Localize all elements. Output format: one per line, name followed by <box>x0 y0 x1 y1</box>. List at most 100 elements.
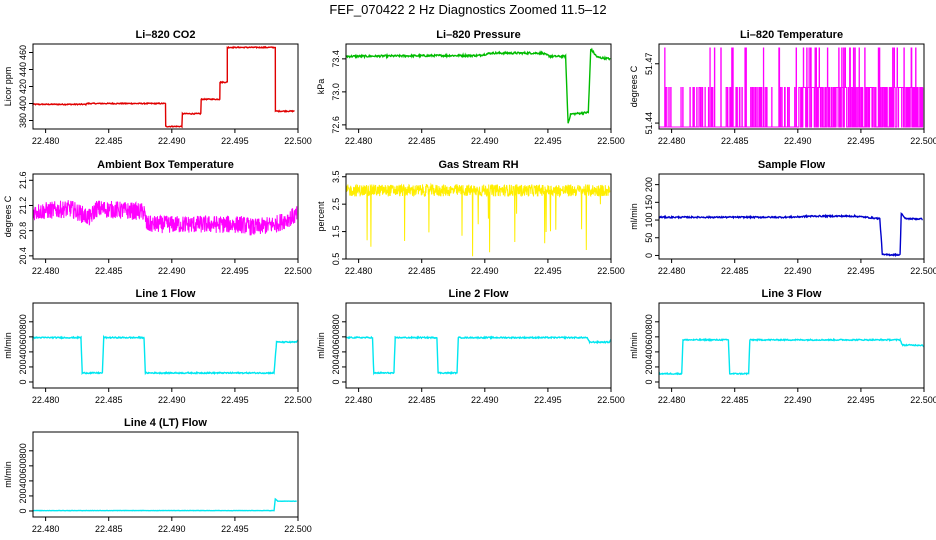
x-tick-label: 22.485 <box>95 136 123 146</box>
x-tick-label: 22.500 <box>597 266 625 276</box>
x-tick-label: 22.480 <box>345 266 373 276</box>
x-tick-label: 22.485 <box>95 524 123 534</box>
y-tick-label: 50 <box>644 233 654 243</box>
x-tick-label: 22.490 <box>158 136 186 146</box>
x-tick-label: 22.495 <box>221 395 249 405</box>
y-tick-label: 51.47 <box>644 53 654 76</box>
plot-frame <box>658 173 925 260</box>
series-line <box>658 211 923 258</box>
y-tick-label: 0 <box>18 379 28 384</box>
y-tick-label: 2.5 <box>331 198 341 211</box>
x-tick-label: 22.490 <box>471 136 499 146</box>
y-tick-label: 73.4 <box>331 50 341 68</box>
series-line <box>345 182 611 257</box>
y-tick-label: 380 <box>18 113 28 128</box>
y-tick-label: 440 <box>18 62 28 77</box>
panel-title: Li–820 Pressure <box>436 29 520 41</box>
y-tick-label: 0.5 <box>331 253 341 266</box>
y-tick-label: 200 <box>18 359 28 374</box>
y-axis-label: ml/min <box>629 203 639 230</box>
x-tick-label: 22.500 <box>284 266 312 276</box>
x-tick-label: 22.485 <box>95 395 123 405</box>
main-title: FEF_070422 2 Hz Diagnostics Zoomed 11.5–… <box>329 2 607 17</box>
x-tick-label: 22.485 <box>408 136 436 146</box>
y-tick-label: 400 <box>18 96 28 111</box>
x-tick-label: 22.495 <box>221 136 249 146</box>
plot-frame <box>345 302 612 389</box>
y-tick-label: 400 <box>18 473 28 488</box>
panel-title: Line 3 Flow <box>762 288 822 300</box>
series-line <box>32 45 295 129</box>
panel-5: Gas Stream RH 22.480 22.485 22.490 22.495 22.… <box>316 159 625 276</box>
series-line <box>345 335 611 376</box>
y-axis-label: ml/min <box>3 332 13 359</box>
x-tick-label: 22.485 <box>408 266 436 276</box>
panel-2: Li–820 Pressure 22.480 22.485 22.490 22.495 2… <box>316 29 625 146</box>
y-tick-label: 0 <box>644 379 654 384</box>
y-tick-label: 200 <box>644 359 654 374</box>
x-tick-label: 22.495 <box>534 395 562 405</box>
x-tick-label: 22.480 <box>345 395 373 405</box>
x-tick-label: 22.490 <box>471 395 499 405</box>
series-line <box>32 497 297 512</box>
y-tick-label: 400 <box>331 344 341 359</box>
plot-frame <box>32 302 299 389</box>
y-tick-label: 600 <box>331 329 341 344</box>
x-tick-label: 22.480 <box>345 136 373 146</box>
panel-3: Li–820 Temperature 22.480 22.485 22.490 22.4… <box>629 29 936 146</box>
x-tick-label: 22.495 <box>534 136 562 146</box>
series-line <box>658 337 924 376</box>
y-tick-label: 200 <box>644 177 654 192</box>
series-line <box>32 200 298 236</box>
x-tick-label: 22.500 <box>284 395 312 405</box>
plot-frame <box>32 431 299 518</box>
panel-4: Ambient Box Temperature 22.480 22.485 22.49… <box>3 159 312 276</box>
x-tick-label: 22.485 <box>721 136 749 146</box>
y-axis-label: Licor ppm <box>3 67 13 107</box>
x-tick-label: 22.500 <box>910 136 936 146</box>
y-tick-label: 3.5 <box>331 170 341 183</box>
y-tick-label: 21.6 <box>18 172 28 190</box>
plot-frame <box>345 173 612 260</box>
x-tick-label: 22.490 <box>158 395 186 405</box>
x-tick-label: 22.495 <box>847 266 875 276</box>
y-tick-label: 21.2 <box>18 197 28 215</box>
panel-title: Ambient Box Temperature <box>97 159 234 171</box>
panel-title: Line 1 Flow <box>136 288 196 300</box>
y-axis-label: ml/min <box>316 332 326 359</box>
x-tick-label: 22.500 <box>597 395 625 405</box>
y-tick-label: 600 <box>18 329 28 344</box>
y-axis-label: percent <box>316 201 326 232</box>
panel-8: Line 2 Flow 22.480 22.485 22.490 22.495 22.50… <box>316 288 625 405</box>
y-tick-label: 420 <box>18 79 28 94</box>
y-axis-label: kPa <box>316 79 326 95</box>
plot-frame <box>345 43 612 130</box>
x-tick-label: 22.495 <box>221 266 249 276</box>
panel-10: Line 4 (LT) Flow 22.480 22.485 22.490 22.495… <box>3 417 312 534</box>
y-tick-label: 800 <box>644 314 654 329</box>
y-tick-label: 0 <box>644 253 654 258</box>
x-tick-label: 22.495 <box>847 395 875 405</box>
x-tick-label: 22.480 <box>32 266 60 276</box>
panel-7: Line 1 Flow 22.480 22.485 22.490 22.495 22.50… <box>3 288 312 405</box>
panel-title: Sample Flow <box>758 159 826 171</box>
y-tick-label: 800 <box>18 443 28 458</box>
x-tick-label: 22.490 <box>471 266 499 276</box>
series-line <box>32 334 298 376</box>
x-tick-label: 22.495 <box>534 266 562 276</box>
y-tick-label: 460 <box>18 45 28 60</box>
x-tick-label: 22.500 <box>910 266 936 276</box>
x-tick-label: 22.485 <box>408 395 436 405</box>
y-tick-label: 600 <box>644 329 654 344</box>
y-tick-label: 600 <box>18 458 28 473</box>
panel-title: Li–820 Temperature <box>740 29 843 41</box>
panel-6: Sample Flow 22.480 22.485 22.490 22.495 22.50… <box>629 159 936 276</box>
y-tick-label: 200 <box>331 359 341 374</box>
panel-9: Line 3 Flow 22.480 22.485 22.490 22.495 22.50… <box>629 288 936 405</box>
x-tick-label: 22.495 <box>847 136 875 146</box>
panel-title: Gas Stream RH <box>438 159 518 171</box>
y-tick-label: 72.6 <box>331 116 341 134</box>
y-tick-label: 150 <box>644 195 654 210</box>
y-tick-label: 800 <box>331 314 341 329</box>
